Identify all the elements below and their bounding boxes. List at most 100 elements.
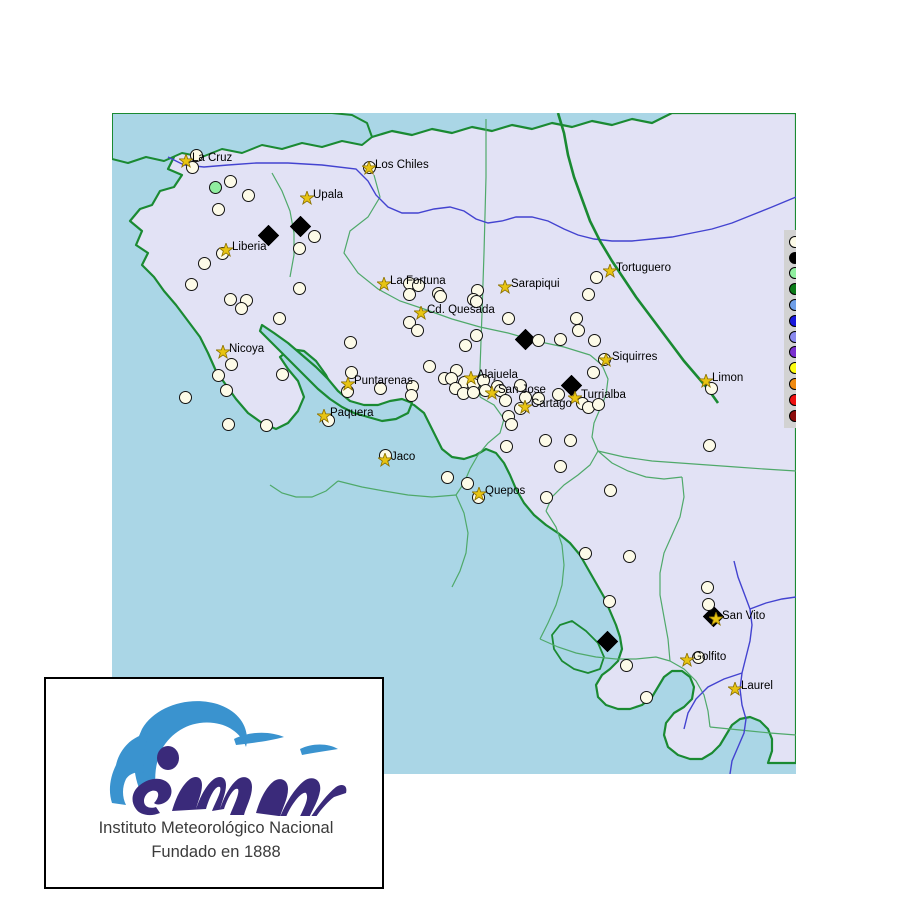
station-marker[interactable] [208, 180, 222, 194]
station-marker[interactable] [189, 148, 203, 162]
station-marker[interactable] [499, 439, 513, 453]
station-marker[interactable] [478, 383, 492, 397]
station-marker[interactable] [498, 393, 512, 407]
landmass-costa-rica [112, 113, 796, 765]
station-marker[interactable] [589, 270, 603, 284]
station-marker[interactable] [581, 287, 595, 301]
legend-color-swatch [789, 378, 796, 391]
station-marker[interactable] [700, 580, 714, 594]
station-marker[interactable] [602, 594, 616, 608]
legend-dot-left [789, 314, 796, 327]
station-marker[interactable] [513, 378, 527, 392]
station-marker[interactable] [691, 650, 705, 664]
legend-dot-left [789, 330, 796, 343]
legend-row: [15-30] mm [789, 281, 796, 297]
station-marker[interactable] [343, 335, 357, 349]
station-marker[interactable] [553, 332, 567, 346]
station-marker[interactable] [586, 365, 600, 379]
station-marker[interactable] [362, 160, 376, 174]
station-marker[interactable] [702, 438, 716, 452]
station-marker[interactable] [234, 301, 248, 315]
legend-dot-left [789, 409, 796, 422]
station-marker[interactable] [340, 384, 354, 398]
station-marker[interactable] [272, 311, 286, 325]
station-marker[interactable] [538, 433, 552, 447]
station-marker[interactable] [504, 417, 518, 431]
station-marker[interactable] [410, 323, 424, 337]
station-marker[interactable] [373, 381, 387, 395]
station-marker[interactable] [259, 418, 273, 432]
station-marker[interactable] [569, 311, 583, 325]
station-marker[interactable] [591, 397, 605, 411]
station-marker[interactable] [224, 357, 238, 371]
station-marker[interactable] [622, 549, 636, 563]
station-marker[interactable] [587, 333, 601, 347]
map-geometry [112, 113, 796, 774]
legend-row: [200-250] mm [789, 392, 796, 408]
station-marker[interactable] [211, 202, 225, 216]
legend-dot-left [789, 251, 796, 264]
station-marker[interactable] [344, 365, 358, 379]
station-marker[interactable] [292, 241, 306, 255]
station-marker[interactable] [578, 546, 592, 560]
station-marker[interactable] [219, 383, 233, 397]
station-marker[interactable] [619, 658, 633, 672]
station-marker[interactable] [501, 311, 515, 325]
legend-dot-left [789, 393, 796, 406]
legend-row: [120-150] mm [789, 360, 796, 376]
imn-logo-mark [109, 701, 347, 816]
legend-color-swatch [789, 235, 796, 248]
station-marker[interactable] [466, 385, 480, 399]
station-marker[interactable] [275, 367, 289, 381]
station-marker[interactable] [701, 597, 715, 611]
station-marker[interactable] [513, 401, 527, 415]
station-marker[interactable] [378, 448, 392, 462]
station-marker[interactable] [469, 294, 483, 308]
station-marker[interactable] [422, 359, 436, 373]
legend-row: [250<PCP] mm [789, 408, 796, 424]
station-marker[interactable] [215, 246, 229, 260]
station-marker[interactable] [223, 174, 237, 188]
station-marker[interactable] [553, 459, 567, 473]
station-marker[interactable] [223, 292, 237, 306]
station-marker[interactable] [221, 417, 235, 431]
legend-color-swatch [789, 314, 796, 327]
station-marker[interactable] [458, 338, 472, 352]
station-marker[interactable] [531, 333, 545, 347]
station-marker[interactable] [597, 352, 611, 366]
station-marker[interactable] [433, 289, 447, 303]
station-marker[interactable] [460, 476, 474, 490]
station-marker[interactable] [402, 287, 416, 301]
station-marker[interactable] [639, 690, 653, 704]
station-marker[interactable] [404, 388, 418, 402]
station-marker[interactable] [321, 413, 335, 427]
legend-row: [1-5] mm [789, 250, 796, 266]
legend-color-swatch [789, 393, 796, 406]
station-marker[interactable] [563, 433, 577, 447]
station-marker[interactable] [178, 390, 192, 404]
station-marker[interactable] [539, 490, 553, 504]
station-marker[interactable] [411, 278, 425, 292]
precipitation-map[interactable]: La Cruz Los Chiles Upala Liberia La Fortuna S… [112, 113, 796, 774]
station-marker[interactable] [211, 368, 225, 382]
station-marker[interactable] [184, 277, 198, 291]
lake-nicaragua [112, 113, 373, 164]
legend-row: [30-50] mm [789, 297, 796, 313]
station-marker[interactable] [197, 256, 211, 270]
legend-color-swatch [789, 346, 796, 359]
station-marker[interactable] [531, 391, 545, 405]
station-marker[interactable] [571, 323, 585, 337]
station-marker[interactable] [469, 328, 483, 342]
station-marker[interactable] [704, 381, 718, 395]
station-marker[interactable] [603, 483, 617, 497]
station-marker[interactable] [440, 470, 454, 484]
station-marker[interactable] [292, 281, 306, 295]
station-marker[interactable] [471, 490, 485, 504]
station-marker[interactable] [241, 188, 255, 202]
station-marker[interactable] [185, 160, 199, 174]
station-marker[interactable] [307, 229, 321, 243]
legend-color-swatch [789, 251, 796, 264]
caribbean-coast [556, 113, 720, 404]
station-marker[interactable] [551, 387, 565, 401]
legend-row: [80-100] mm [789, 329, 796, 345]
